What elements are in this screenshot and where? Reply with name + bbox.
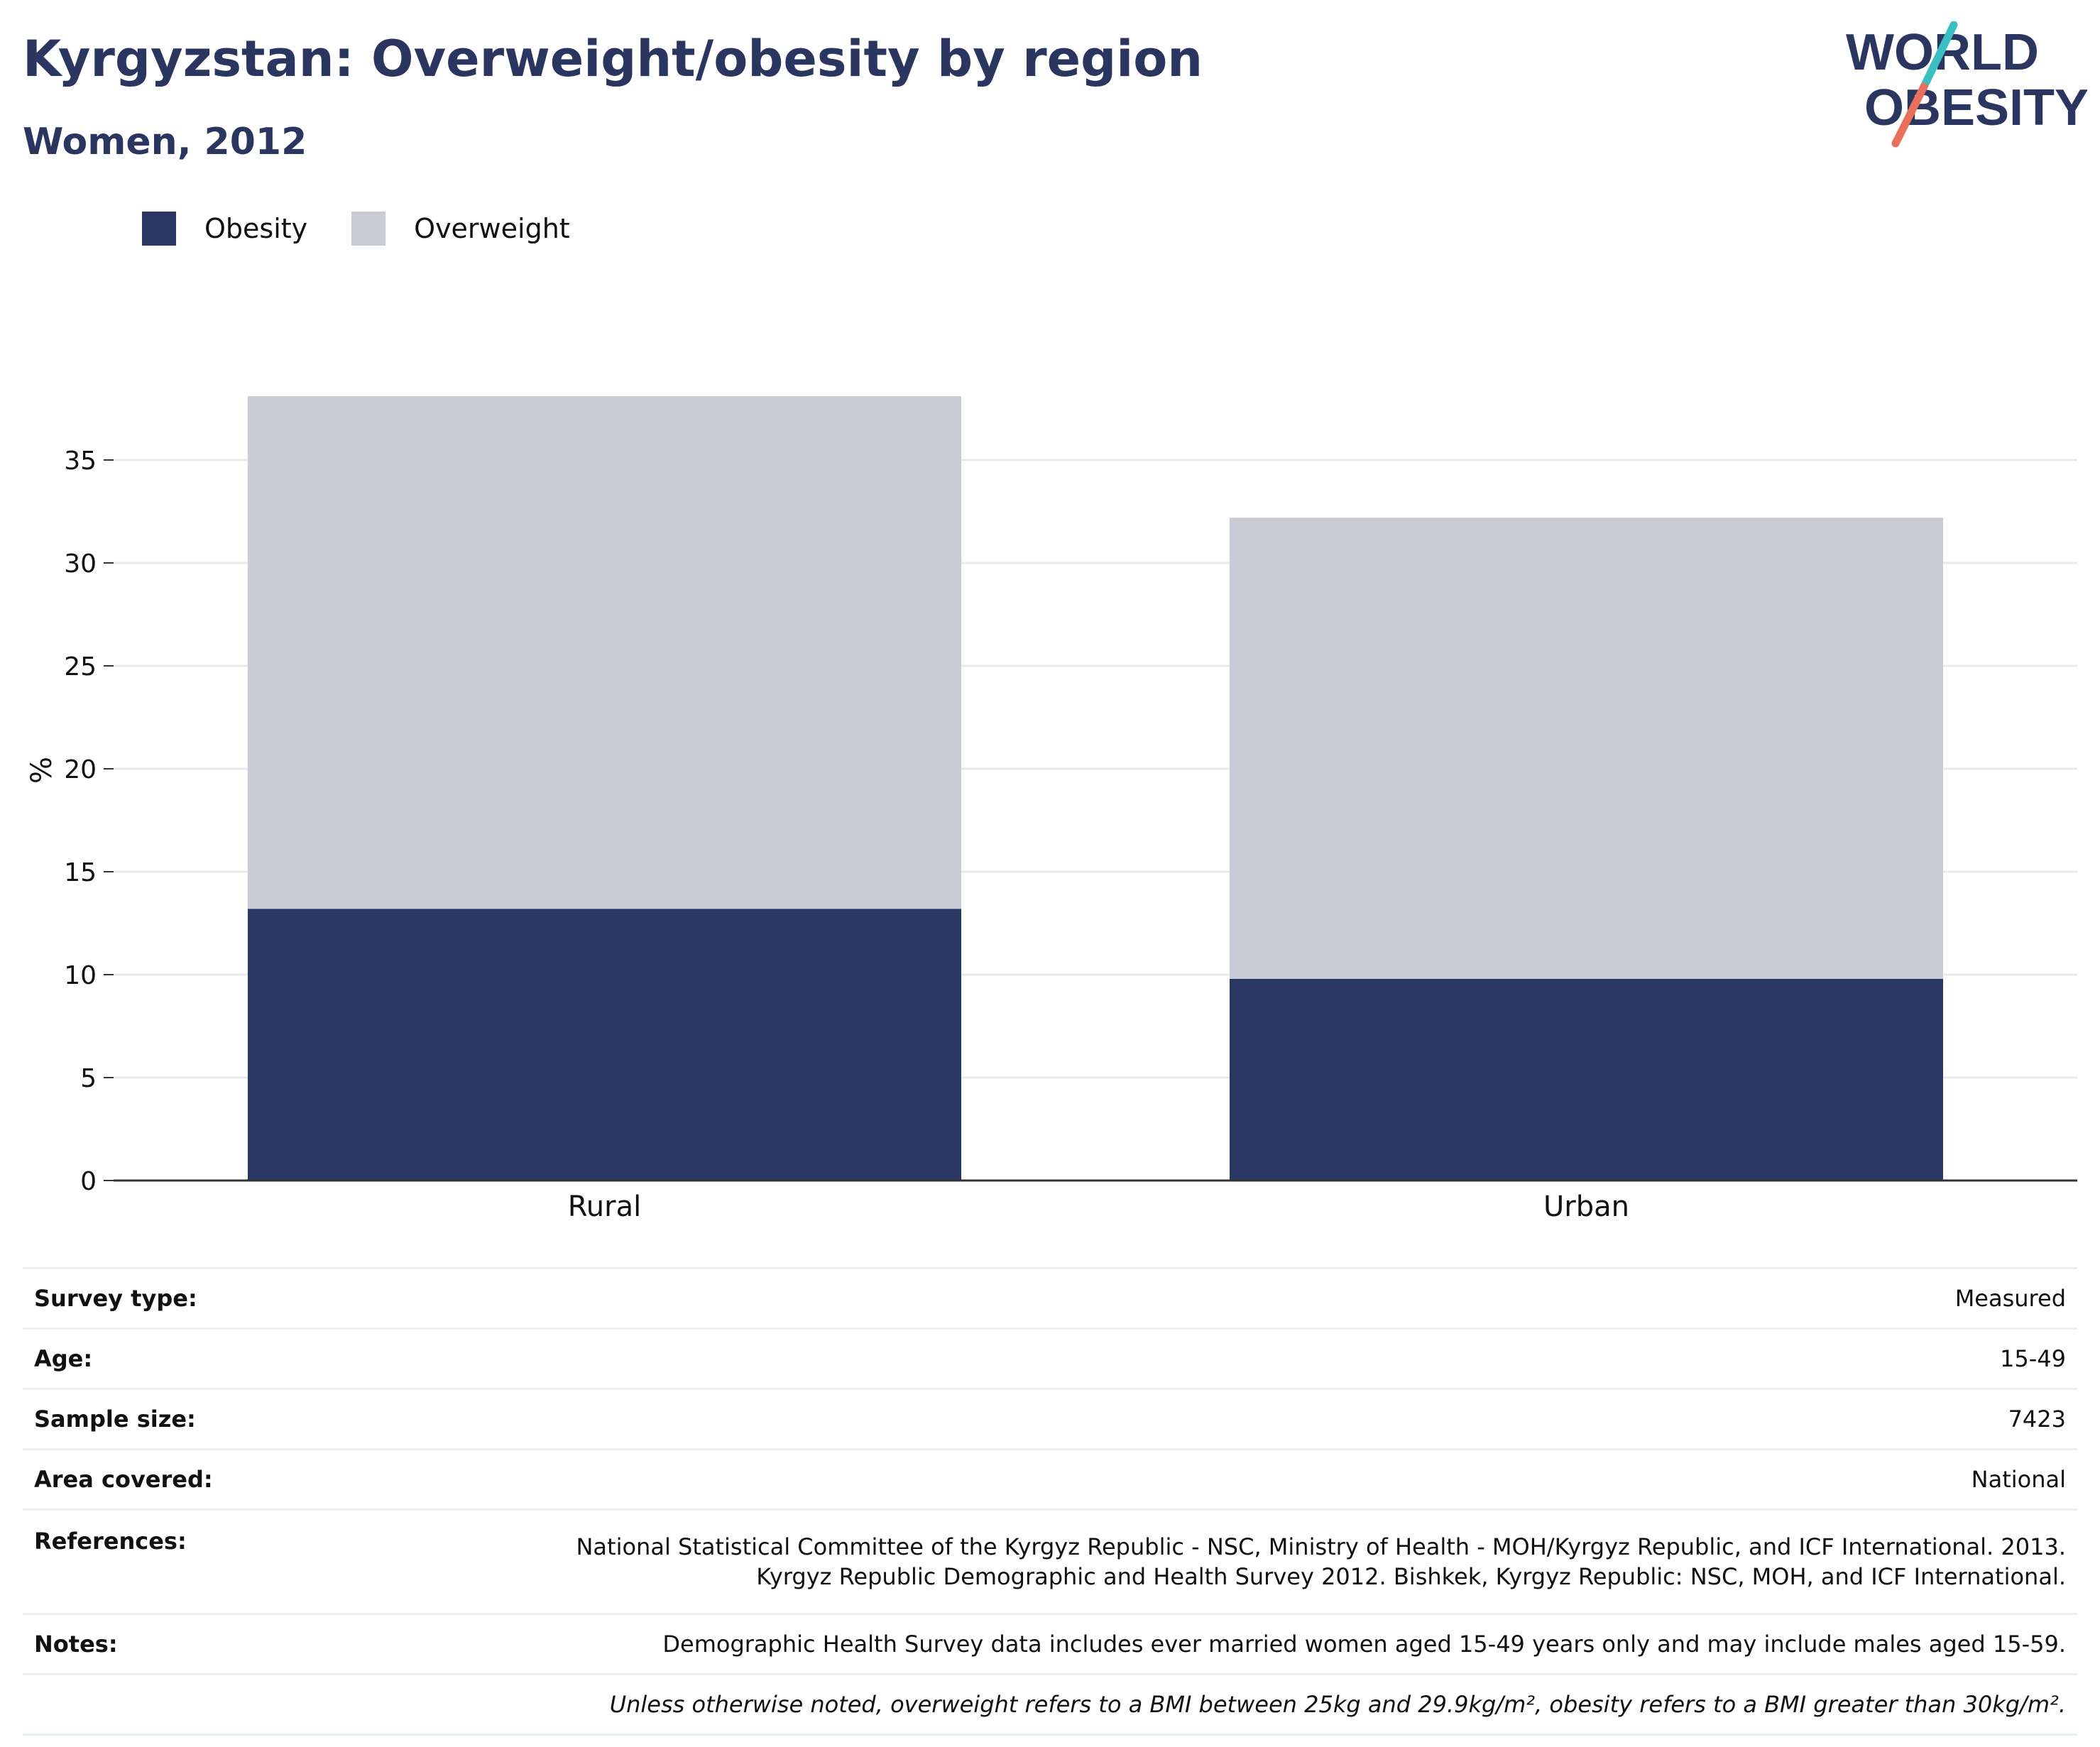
stacked-bar-chart: 0 5 10 15 20 25 30 35 Rural Urban %	[26, 396, 2077, 1223]
footnote-spacer	[23, 1673, 329, 1736]
references-line-1: National Statistical Committee of the Ky…	[576, 1533, 2066, 1560]
legend-label-overweight: Overweight	[414, 213, 570, 244]
chart-subtitle: Women, 2012	[23, 121, 307, 163]
sample-size-label: Sample size:	[23, 1388, 329, 1450]
bar-urban-overweight[interactable]	[1230, 517, 1943, 979]
bar-rural-obesity[interactable]	[248, 909, 961, 1181]
legend-swatch-obesity	[142, 212, 176, 246]
chart-title: Kyrgyzstan: Overweight/obesity by region	[23, 30, 1203, 88]
references-row: References: National Statistical Committ…	[23, 1508, 2077, 1614]
age-value: 15-49	[329, 1327, 2077, 1389]
sample-size-row: Sample size: 7423	[23, 1388, 2077, 1450]
axes: 0 5 10 15 20 25 30 35 Rural Urban	[64, 447, 2077, 1223]
bar-rural-overweight[interactable]	[248, 396, 961, 909]
area-covered-row: Area covered: National	[23, 1448, 2077, 1510]
legend-swatch-overweight	[351, 212, 386, 246]
legend-item-overweight[interactable]: Overweight	[351, 212, 570, 246]
footnote-text: Unless otherwise noted, overweight refer…	[329, 1673, 2077, 1736]
chart-legend: Obesity Overweight	[142, 212, 614, 246]
y-tick-label-35: 35	[64, 447, 97, 476]
y-tick-label-15: 15	[64, 858, 97, 887]
logo-slash-top	[1920, 21, 1958, 91]
references-line-2: Kyrgyz Republic Demographic and Health S…	[756, 1563, 2066, 1590]
y-tick-label-0: 0	[80, 1167, 97, 1196]
logo-slash-bottom	[1891, 82, 1928, 148]
y-tick-label-5: 5	[80, 1064, 97, 1093]
x-tick-label-urban: Urban	[1543, 1190, 1629, 1223]
references-value: National Statistical Committee of the Ky…	[329, 1508, 2077, 1614]
survey-type-label: Survey type:	[23, 1267, 329, 1329]
age-label: Age:	[23, 1327, 329, 1389]
survey-info-table: Survey type: Measured Age: 15-49 Sample …	[23, 1267, 2077, 1736]
x-tick-label-rural: Rural	[568, 1190, 641, 1223]
notes-label: Notes:	[23, 1613, 329, 1675]
survey-type-value: Measured	[329, 1267, 2077, 1329]
legend-label-obesity: Obesity	[204, 213, 308, 244]
legend-item-obesity[interactable]: Obesity	[142, 212, 307, 246]
area-covered-value: National	[329, 1448, 2077, 1510]
world-obesity-logo: WORLD OBESITY	[1846, 21, 2087, 148]
age-row: Age: 15-49	[23, 1327, 2077, 1389]
y-axis-label: %	[26, 757, 58, 784]
y-tick-label-30: 30	[64, 549, 97, 579]
area-covered-label: Area covered:	[23, 1448, 329, 1510]
sample-size-value: 7423	[329, 1388, 2077, 1450]
bar-urban-obesity[interactable]	[1230, 978, 1943, 1181]
footnote-row: Unless otherwise noted, overweight refer…	[23, 1673, 2077, 1736]
survey-type-row: Survey type: Measured	[23, 1267, 2077, 1329]
notes-value: Demographic Health Survey data includes …	[329, 1613, 2077, 1675]
y-tick-label-20: 20	[64, 755, 97, 784]
y-tick-label-25: 25	[64, 652, 97, 681]
references-label: References:	[23, 1508, 329, 1614]
y-tick-label-10: 10	[64, 961, 97, 990]
notes-row: Notes: Demographic Health Survey data in…	[23, 1613, 2077, 1675]
bars	[248, 396, 1943, 1181]
